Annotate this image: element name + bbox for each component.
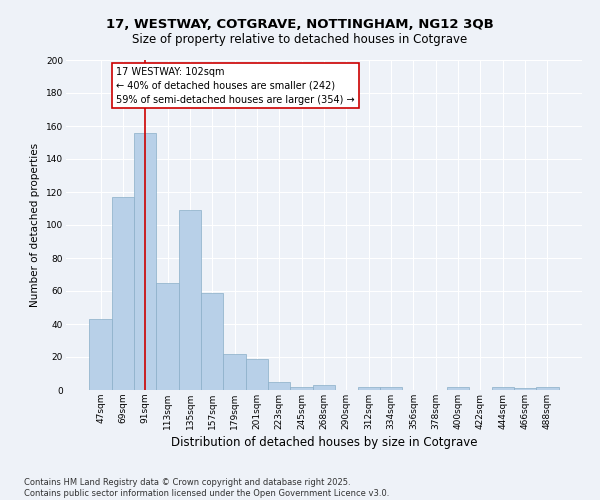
Bar — [112, 197, 134, 390]
Bar — [268, 382, 290, 390]
Bar — [89, 319, 112, 390]
Text: Size of property relative to detached houses in Cotgrave: Size of property relative to detached ho… — [133, 32, 467, 46]
Bar — [246, 358, 268, 390]
Y-axis label: Number of detached properties: Number of detached properties — [31, 143, 40, 307]
Bar — [134, 132, 157, 390]
Bar — [223, 354, 246, 390]
Bar — [514, 388, 536, 390]
Bar — [201, 292, 223, 390]
Bar — [290, 386, 313, 390]
Bar — [380, 386, 402, 390]
Bar — [179, 210, 201, 390]
Text: 17, WESTWAY, COTGRAVE, NOTTINGHAM, NG12 3QB: 17, WESTWAY, COTGRAVE, NOTTINGHAM, NG12 … — [106, 18, 494, 30]
Bar — [536, 386, 559, 390]
Bar — [313, 385, 335, 390]
X-axis label: Distribution of detached houses by size in Cotgrave: Distribution of detached houses by size … — [171, 436, 477, 449]
Text: Contains HM Land Registry data © Crown copyright and database right 2025.
Contai: Contains HM Land Registry data © Crown c… — [24, 478, 389, 498]
Bar — [447, 386, 469, 390]
Bar — [157, 283, 179, 390]
Bar — [358, 386, 380, 390]
Text: 17 WESTWAY: 102sqm
← 40% of detached houses are smaller (242)
59% of semi-detach: 17 WESTWAY: 102sqm ← 40% of detached hou… — [116, 66, 355, 104]
Bar — [491, 386, 514, 390]
